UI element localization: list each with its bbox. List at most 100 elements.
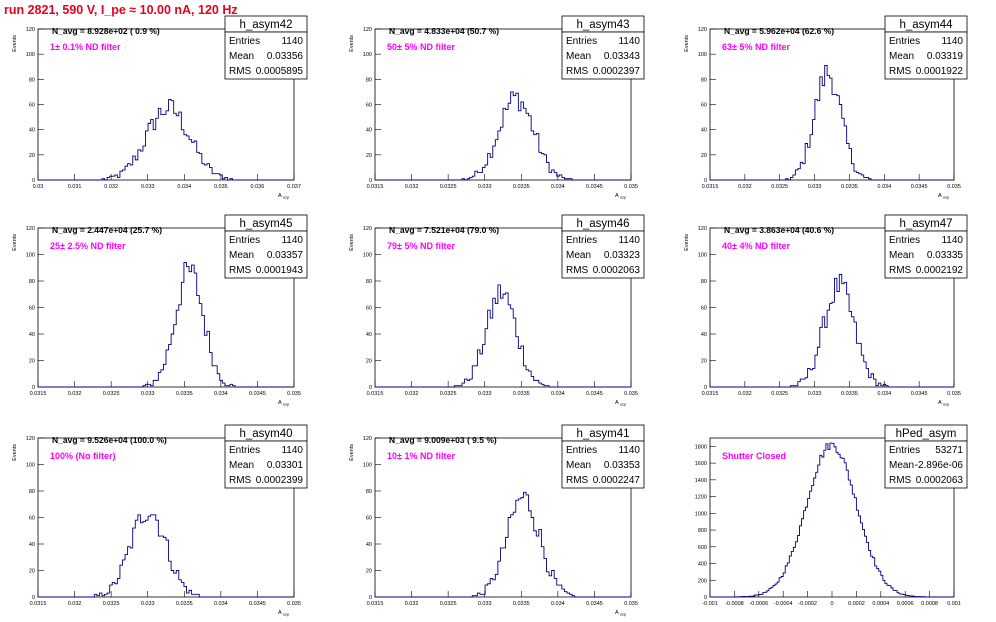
x-tick-label: 0.035 xyxy=(287,601,301,607)
x-tick-label: 0.0325 xyxy=(771,184,788,190)
x-tick-label: 0.034 xyxy=(551,601,565,607)
stats-label: Entries xyxy=(566,36,597,47)
stats-value: 0.03357 xyxy=(267,250,304,261)
stats-value: 1140 xyxy=(618,235,640,246)
y-tick-label: 0 xyxy=(32,595,35,601)
stats-value: 0.03301 xyxy=(267,460,304,471)
x-tick-label: 0.032 xyxy=(738,184,752,190)
x-tick-label: 0.034 xyxy=(214,601,228,607)
x-tick-label: 0.032 xyxy=(405,601,419,607)
stats-label: Entries xyxy=(566,445,597,456)
y-tick-label: 120 xyxy=(26,226,35,232)
stats-value: 1140 xyxy=(941,235,963,246)
x-tick-label: 0.035 xyxy=(947,184,961,190)
stats-value: 1140 xyxy=(941,36,963,47)
x-tick-label: 0.0335 xyxy=(513,601,530,607)
histogram-name: h_asym47 xyxy=(899,218,952,230)
n-avg-label: N_avg = 8.928e+02 ( 0.9 %) xyxy=(52,26,160,36)
y-tick-label: 600 xyxy=(698,545,707,551)
x-tick-label: -0.0008 xyxy=(725,601,744,607)
stats-value: 0.03319 xyxy=(927,51,964,62)
n-avg-label: N_avg = 2.447e+04 (25.7 %) xyxy=(52,225,162,235)
x-tick-label: 0 xyxy=(830,601,833,607)
y-tick-label: 60 xyxy=(366,103,372,109)
panel-hPed_asym: 0 200 400 600 800 1000 1200 1400 1600 1800 -0.001 -… xyxy=(695,424,968,607)
stats-label: Mean xyxy=(229,51,254,62)
x-tick-label: 0.032 xyxy=(738,391,752,397)
histogram-name: hPed_asym xyxy=(896,428,957,440)
x-tick-label: 0.03 xyxy=(33,184,44,190)
stats-label: RMS xyxy=(229,66,252,77)
panel-h_asym44: 0 20 40 60 80 100 120 0.0315 0.032 0.0325 0.033 0.0… xyxy=(684,15,968,200)
x-tick-label: 0.0315 xyxy=(367,184,384,190)
y-tick-label: 60 xyxy=(29,516,35,522)
histogram-line xyxy=(710,442,954,598)
y-tick-label: 0 xyxy=(369,385,372,391)
stats-box xyxy=(561,440,645,489)
panel-h_asym46: 0 20 40 60 80 100 120 0.0315 0.032 0.0325 0.033 0.0… xyxy=(349,214,645,407)
stats-label: Entries xyxy=(889,235,920,246)
stats-value: 1140 xyxy=(618,445,640,456)
stats-label: Mean xyxy=(889,51,914,62)
x-tick-label: -0.0002 xyxy=(798,601,817,607)
y-tick-label: 120 xyxy=(26,436,35,442)
x-tick-label: 0.034 xyxy=(214,391,228,397)
histogram-name: h_asym46 xyxy=(576,218,629,230)
stats-label: Mean xyxy=(566,51,591,62)
n-avg-label: N_avg = 3.863e+04 (40.6 %) xyxy=(724,225,834,235)
y-tick-label: 80 xyxy=(29,489,35,495)
stats-label: Mean xyxy=(566,250,591,261)
x-tick-label: 0.035 xyxy=(624,601,638,607)
stats-value: 0.0002063 xyxy=(593,265,641,276)
x-tick-label: 0.0335 xyxy=(176,601,193,607)
stats-value: 0.03343 xyxy=(604,51,641,62)
x-tick-label: 0.033 xyxy=(478,601,492,607)
histogram-name: h_asym43 xyxy=(576,19,629,31)
x-tick-label: 0.0006 xyxy=(897,601,914,607)
stats-label: Mean xyxy=(566,460,591,471)
stats-value: 0.03323 xyxy=(604,250,641,261)
stats-box xyxy=(561,31,645,80)
x-tick-label: 0.0335 xyxy=(841,184,858,190)
stats-label: RMS xyxy=(566,66,589,77)
run-title: run 2821, 590 V, I_pe ≈ 10.00 nA, 120 Hz xyxy=(4,3,238,17)
x-tick-label: -0.001 xyxy=(702,601,718,607)
y-tick-label: 120 xyxy=(26,27,35,33)
filter-label: 40± 4% ND filter xyxy=(722,241,790,251)
stats-box xyxy=(561,230,645,279)
n-avg-label: N_avg = 9.009e+03 ( 9.5 %) xyxy=(389,435,497,445)
histogram-line xyxy=(710,65,954,181)
x-tick-label: 0.0345 xyxy=(249,391,266,397)
y-tick-label: 1200 xyxy=(695,495,707,501)
stats-label: RMS xyxy=(566,475,589,486)
stats-label: Entries xyxy=(889,445,920,456)
histogram-line xyxy=(38,262,294,388)
y-tick-label: 100 xyxy=(363,253,372,259)
y-tick-label: 1000 xyxy=(695,511,707,517)
histogram-name: h_asym42 xyxy=(239,19,292,31)
x-tick-label: 0.035 xyxy=(624,391,638,397)
y-tick-label: 800 xyxy=(698,528,707,534)
x-tick-label: 0.033 xyxy=(478,184,492,190)
y-axis-label: Events xyxy=(12,444,18,461)
x-tick-label: 0.0325 xyxy=(440,391,457,397)
y-tick-label: 80 xyxy=(701,279,707,285)
stats-value: 0.0002397 xyxy=(593,66,641,77)
filter-label: 50± 5% ND filter xyxy=(387,42,455,52)
y-tick-label: 20 xyxy=(701,153,707,159)
y-tick-label: 80 xyxy=(29,279,35,285)
y-axis-label: Events xyxy=(12,234,18,251)
x-tick-label: -0.0006 xyxy=(749,601,768,607)
x-tick-label: 0.033 xyxy=(141,601,155,607)
y-tick-label: 40 xyxy=(29,542,35,548)
x-tick-label: 0.0004 xyxy=(872,601,889,607)
y-tick-label: 1600 xyxy=(695,461,707,467)
y-tick-label: 40 xyxy=(701,332,707,338)
y-tick-label: 100 xyxy=(26,52,35,58)
stats-label: RMS xyxy=(229,475,252,486)
histogram-line xyxy=(375,91,631,181)
y-tick-label: 80 xyxy=(366,279,372,285)
stats-box xyxy=(224,440,308,489)
stats-value: 0.0005895 xyxy=(256,66,304,77)
